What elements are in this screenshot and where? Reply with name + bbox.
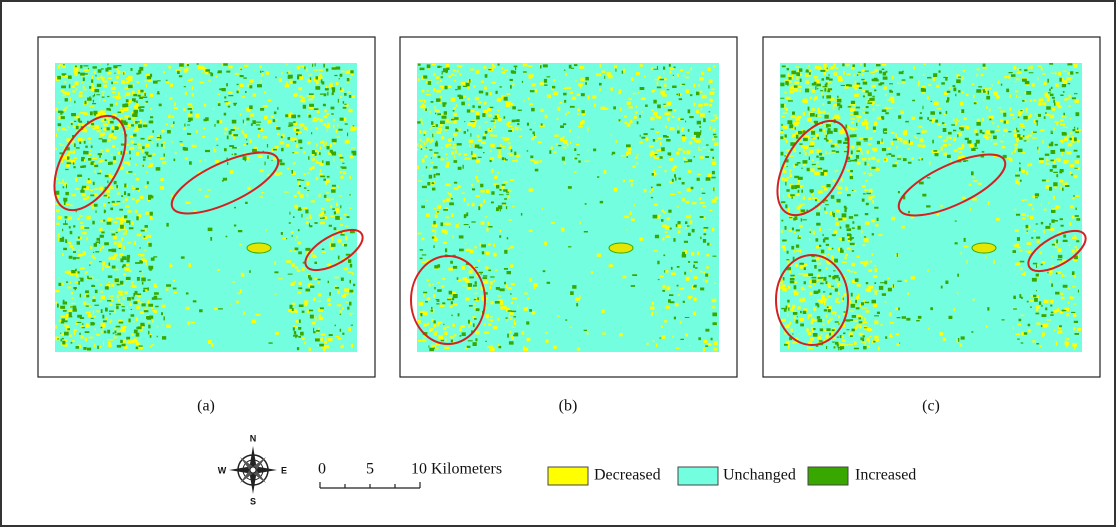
highlight-ellipse [53, 114, 127, 212]
scale-label: 10 Kilometers [411, 461, 502, 478]
island [608, 242, 634, 254]
scale-bar: 0 5 10 Kilometers [318, 461, 502, 489]
highlight-ellipse [1027, 229, 1087, 273]
compass-n: N [250, 433, 257, 443]
legend-swatch [677, 466, 719, 486]
island [246, 242, 272, 254]
panel-label: (a) [197, 398, 215, 415]
compass-s: S [250, 496, 256, 506]
highlight-ellipse [170, 151, 280, 215]
scale-label: 0 [318, 461, 326, 478]
map-background [780, 63, 1082, 352]
increased-area [55, 63, 357, 351]
compass-e: E [281, 465, 287, 475]
scale-line [319, 482, 421, 489]
decreased-area [417, 63, 719, 352]
legend-label: Decreased [594, 467, 661, 484]
highlight-ellipse [776, 119, 850, 217]
legend-swatch [547, 466, 589, 486]
highlight-ellipse [410, 255, 486, 345]
highlight-ellipse [304, 228, 364, 272]
panels: (a) (b) (c) [37, 36, 1101, 415]
legend-swatch [807, 466, 849, 486]
map-background [417, 63, 719, 352]
increased-area [780, 63, 1081, 351]
legend-label: Unchanged [723, 467, 796, 484]
compass-w: W [218, 465, 227, 475]
island [971, 242, 997, 254]
scale-label: 5 [366, 461, 374, 478]
highlight-ellipse [897, 153, 1007, 217]
highlight-ellipse [775, 254, 849, 346]
legend: Decreased Unchanged Increased [547, 466, 916, 486]
legend-label: Increased [855, 467, 916, 484]
compass-center [249, 466, 257, 474]
compass: N S E W [218, 433, 287, 506]
panel-label: (c) [922, 398, 940, 415]
panel-label: (b) [559, 398, 578, 415]
